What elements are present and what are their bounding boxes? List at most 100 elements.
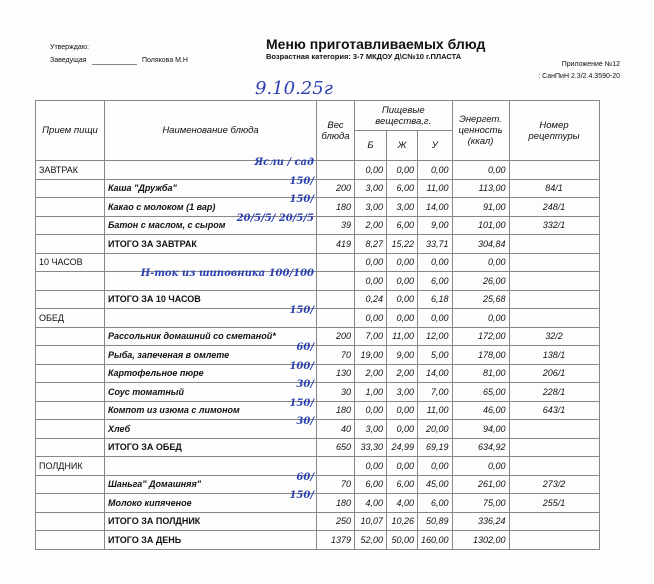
dish-name: Батон с маслом, с сыром	[108, 220, 226, 231]
cell-weight	[316, 289, 355, 309]
cell-meal	[35, 437, 105, 457]
cell-meal: ЗАВТРАК	[35, 160, 105, 180]
age-category: Возрастная категория: 3-7 МКДОУ Д\С№10 г…	[266, 52, 462, 61]
cell-b: 4,00	[354, 493, 387, 513]
cell-meal	[35, 419, 105, 439]
cell-kcal: 0,00	[451, 456, 510, 476]
handwritten-note: 150/	[289, 397, 314, 409]
cell-meal	[35, 289, 105, 309]
cell-meal	[35, 363, 105, 383]
cell-u: 6,18	[417, 289, 453, 309]
table-row: ОБЕД 150/0,00 0,00 0,00 0,00	[35, 305, 600, 328]
cell-u: 14,00	[417, 363, 453, 383]
col-weight: Вес блюда	[316, 100, 355, 161]
col-meal: Прием пищи	[35, 100, 105, 161]
approve-label: Утверждаю:	[50, 44, 89, 51]
cell-meal: ОБЕД	[35, 308, 105, 328]
cell-recipe: 84/1	[508, 178, 600, 198]
cell-recipe	[508, 419, 600, 439]
dish-name: Хлеб	[108, 423, 131, 434]
cell-recipe	[508, 234, 600, 254]
cell-name: ИТОГО ЗА ЗАВТРАК	[104, 234, 317, 254]
cell-meal	[35, 178, 105, 198]
signature-line	[92, 64, 137, 65]
table-row: Какао с молоком (1 вар) 150/180 3,00 3,00 14…	[35, 194, 600, 217]
table-row: ИТОГО ЗА ОБЕД 650 33,30 24,99 69,19 634,92	[35, 437, 600, 457]
cell-name: ИТОГО ЗА ДЕНЬ	[104, 530, 317, 550]
cell-u: 11,00	[417, 178, 453, 198]
cell-u: 0,00	[417, 308, 453, 328]
table-row: ИТОГО ЗА ЗАВТРАК 419 8,27 15,22 33,71 304,84	[35, 234, 600, 254]
cell-kcal: 25,68	[451, 289, 510, 309]
cell-zh: 24,99	[386, 437, 418, 457]
cell-u: 6,00	[417, 493, 453, 513]
cell-b: 3,00	[354, 197, 387, 217]
cell-weight	[316, 252, 355, 272]
cell-u: 6,00	[417, 271, 453, 291]
cell-name: Н-ток из шиповника 100/100	[104, 268, 317, 291]
cell-kcal: 0,00	[451, 308, 510, 328]
cell-meal	[35, 400, 105, 420]
cell-name: Соус томатный 30/	[104, 379, 317, 402]
handwritten-note: 150/	[289, 305, 314, 316]
handwritten-note: 30/	[296, 379, 314, 390]
handwritten-note: 150/	[289, 194, 314, 205]
cell-recipe: 248/1	[508, 197, 600, 217]
cell-zh: 3,00	[386, 382, 418, 402]
cell-kcal: 101,00	[451, 215, 510, 235]
handwritten-note: 20/5/5/ 20/5/5	[236, 212, 314, 224]
cell-u: 20,00	[417, 419, 453, 439]
cell-u: 0,00	[417, 456, 453, 476]
cell-recipe: 273/2	[508, 474, 600, 494]
table-row: Рыба, запеченая в омлете 60/70 19,00 9,00 5,…	[35, 342, 600, 365]
table-row: Рассольник домашний со сметаной* 200 7,00 1…	[35, 326, 600, 346]
cell-b: 19,00	[354, 345, 387, 365]
dish-name: Компот из изюма с лимоном	[108, 405, 240, 416]
col-nutrients: Пищевые вещества,г.	[354, 100, 453, 131]
cell-weight: 30	[316, 382, 355, 402]
cell-name: Каша "Дружба" 150/	[104, 176, 317, 198]
cell-zh: 0,00	[386, 419, 418, 439]
cell-name	[104, 456, 317, 476]
table-row: Компот из изюма с лимоном 150/180 0,00 0,00…	[35, 397, 600, 420]
cell-meal	[35, 382, 105, 402]
cell-meal	[35, 215, 105, 235]
cell-kcal: 46,00	[451, 400, 510, 420]
table-row: Каша "Дружба" 150/200 3,00 6,00 11,00 113,00 8…	[35, 176, 600, 198]
cell-meal: ПОЛДНИК	[35, 456, 105, 476]
cell-weight: 180	[316, 197, 355, 217]
cell-meal	[35, 511, 105, 531]
cell-recipe	[508, 160, 600, 180]
cell-u: 160,00	[417, 530, 453, 550]
dish-name: Рыба, запеченая в омлете	[108, 349, 230, 360]
table-row: Соус томатный 30/30 1,00 3,00 7,00 65,00 228/1	[35, 379, 600, 402]
cell-zh: 11,00	[386, 326, 418, 346]
cell-b: 3,00	[354, 178, 387, 198]
sanpin-label: : СанПиН 2.3/2.4.3590-20	[538, 73, 620, 80]
cell-recipe: 643/1	[508, 400, 600, 420]
handwritten-note: 60/	[296, 471, 314, 483]
cell-kcal: 75,00	[451, 493, 510, 513]
handwritten-note: 100/	[289, 360, 314, 372]
cell-b: 33,30	[354, 437, 387, 457]
table-row: Н-ток из шиповника 100/100 0,00 0,00 6,00 26…	[35, 268, 600, 291]
table-row: Картофельное пюре 100/130 2,00 2,00 14,00 81,…	[35, 360, 600, 383]
table-row: ПОЛДНИК 0,00 0,00 0,00 0,00	[35, 456, 600, 476]
cell-b: 1,00	[354, 382, 387, 402]
cell-weight	[316, 308, 355, 328]
page-title: Меню приготавливаемых блюд	[266, 36, 486, 52]
cell-name: 150/	[104, 305, 317, 328]
table-row: ЗАВТРАК Ясли / сад 0,00 0,00 0,00 0,00	[35, 157, 600, 180]
cell-weight: 419	[316, 234, 355, 254]
table-row: 10 ЧАСОВ 0,00 0,00 0,00 0,00	[35, 252, 600, 272]
cell-weight: 180	[316, 493, 355, 513]
cell-meal	[35, 326, 105, 346]
cell-name: Какао с молоком (1 вар) 150/	[104, 194, 317, 217]
table-row: Молоко кипяченое 150/180 4,00 4,00 6,00 75,00…	[35, 490, 600, 513]
table-row: Шаньга" Домашняя" 60/70 6,00 6,00 45,00 261,0…	[35, 471, 600, 494]
cell-meal	[35, 271, 105, 291]
cell-recipe	[508, 511, 600, 531]
handwritten-date: 9.10.25г	[255, 78, 333, 99]
cell-b: 0,00	[354, 271, 387, 291]
cell-b: 6,00	[354, 474, 387, 494]
